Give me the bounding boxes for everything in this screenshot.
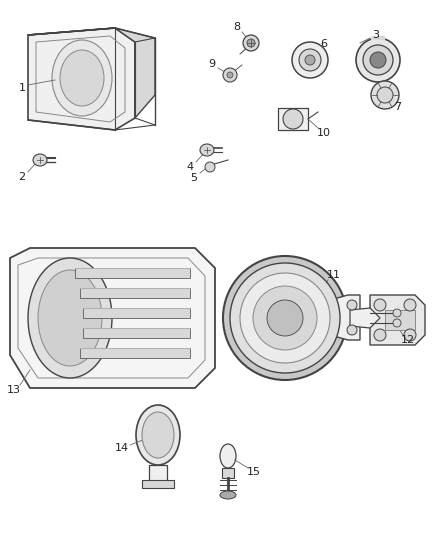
Polygon shape <box>83 308 190 318</box>
Ellipse shape <box>243 35 259 51</box>
Bar <box>149 465 167 483</box>
Ellipse shape <box>52 40 112 116</box>
Ellipse shape <box>247 39 255 47</box>
Ellipse shape <box>253 286 317 350</box>
Polygon shape <box>330 295 360 340</box>
Polygon shape <box>350 308 380 328</box>
Ellipse shape <box>200 144 214 156</box>
Ellipse shape <box>227 72 233 78</box>
Ellipse shape <box>377 87 393 103</box>
Text: 15: 15 <box>247 467 261 477</box>
Polygon shape <box>75 268 190 278</box>
Ellipse shape <box>223 256 347 380</box>
Ellipse shape <box>142 412 174 458</box>
Ellipse shape <box>220 491 236 499</box>
Polygon shape <box>28 28 135 130</box>
Text: 3: 3 <box>372 30 379 40</box>
Bar <box>142 480 174 488</box>
Text: 7: 7 <box>395 102 402 112</box>
Text: 10: 10 <box>317 128 331 138</box>
Polygon shape <box>80 348 190 358</box>
Text: 6: 6 <box>321 39 328 49</box>
Ellipse shape <box>223 68 237 82</box>
Ellipse shape <box>393 309 401 317</box>
Ellipse shape <box>292 42 328 78</box>
Text: 1: 1 <box>18 83 25 93</box>
Polygon shape <box>370 295 425 345</box>
Ellipse shape <box>363 45 393 75</box>
Ellipse shape <box>33 154 47 166</box>
Ellipse shape <box>347 300 357 310</box>
Ellipse shape <box>60 50 104 106</box>
Text: 8: 8 <box>233 22 240 32</box>
Text: 2: 2 <box>18 172 25 182</box>
Bar <box>278 108 308 130</box>
Ellipse shape <box>136 405 180 465</box>
Text: 14: 14 <box>115 443 129 453</box>
Polygon shape <box>83 328 190 338</box>
Ellipse shape <box>374 329 386 341</box>
Ellipse shape <box>240 273 330 363</box>
Ellipse shape <box>220 444 236 468</box>
Ellipse shape <box>38 270 102 366</box>
Ellipse shape <box>205 162 215 172</box>
Bar <box>222 468 234 478</box>
Ellipse shape <box>305 55 315 65</box>
Polygon shape <box>28 28 155 118</box>
Ellipse shape <box>299 49 321 71</box>
Text: 9: 9 <box>208 59 215 69</box>
Ellipse shape <box>267 300 303 336</box>
Polygon shape <box>10 248 215 388</box>
Ellipse shape <box>28 258 112 378</box>
Polygon shape <box>80 288 190 298</box>
Ellipse shape <box>370 52 386 68</box>
Ellipse shape <box>374 299 386 311</box>
Ellipse shape <box>230 263 340 373</box>
Ellipse shape <box>283 109 303 129</box>
Ellipse shape <box>404 329 416 341</box>
Text: 13: 13 <box>7 385 21 395</box>
Ellipse shape <box>393 319 401 327</box>
Ellipse shape <box>347 325 357 335</box>
Text: 5: 5 <box>191 173 198 183</box>
Ellipse shape <box>356 38 400 82</box>
Text: 4: 4 <box>187 162 194 172</box>
Text: 11: 11 <box>327 270 341 280</box>
Bar <box>385 310 415 330</box>
Ellipse shape <box>371 81 399 109</box>
Text: 12: 12 <box>401 335 415 345</box>
Ellipse shape <box>404 299 416 311</box>
